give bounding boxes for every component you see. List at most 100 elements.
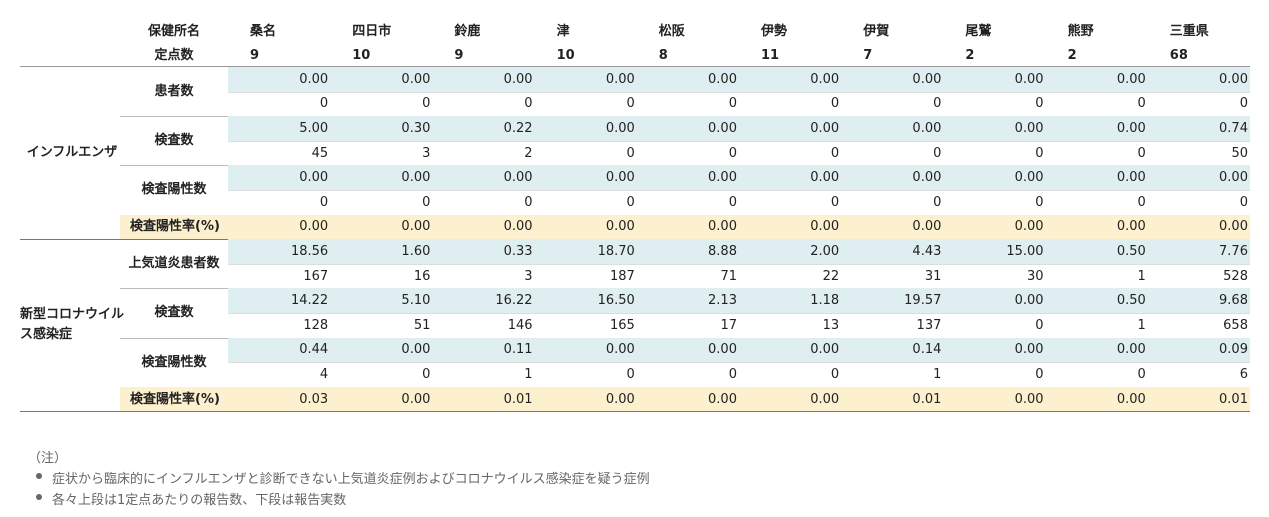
cell-value: 0 [728, 194, 737, 210]
cell-value: 0.01 [1219, 391, 1248, 407]
office-count: 10 [352, 47, 371, 63]
cell-value: 1 [933, 366, 942, 382]
cell-value: 0.00 [401, 170, 431, 186]
cell-value: 0.00 [810, 219, 840, 235]
cell-value: 15.00 [1006, 243, 1044, 259]
cell-value: 0.00 [1116, 342, 1146, 358]
office-name: 伊勢 [761, 23, 788, 39]
header-rule [20, 66, 1250, 67]
cell-value: 0.00 [1116, 71, 1146, 87]
upper-row-bg [228, 165, 1250, 190]
office-name: 四日市 [352, 23, 392, 39]
cell-value: 0.00 [708, 391, 737, 407]
cell-value: 4 [319, 366, 329, 382]
office-name: 鈴鹿 [454, 23, 481, 39]
cell-value: 0.00 [299, 219, 329, 235]
cell-value: 30 [1027, 268, 1044, 284]
cell-value: 0.00 [605, 219, 635, 235]
office-count: 68 [1169, 47, 1188, 63]
cell-value: 0 [1035, 366, 1044, 382]
cell-value: 0 [830, 366, 840, 382]
cell-value: 2 [524, 145, 533, 161]
cell-value: 0 [933, 194, 942, 210]
cell-value: 528 [1223, 268, 1248, 284]
cell-value: 0 [524, 194, 533, 210]
cell-value: 0 [1137, 145, 1146, 161]
cell-value: 0.01 [912, 391, 942, 407]
row-label: 検査数 [154, 305, 194, 321]
cell-value: 0 [1239, 96, 1248, 112]
cell-value: 0.00 [810, 71, 840, 87]
cell-value: 0 [1137, 366, 1146, 382]
office-name: 熊野 [1067, 23, 1094, 39]
cell-value: 0.00 [401, 71, 431, 87]
row-label: 検査陽性率(%) [130, 391, 220, 407]
office-count: 11 [761, 47, 780, 63]
cell-value: 1 [1137, 317, 1146, 333]
upper-row-bg [228, 288, 1250, 313]
upper-row-bg [228, 67, 1250, 92]
cell-value: 0.74 [1219, 120, 1248, 136]
cell-value: 0.00 [605, 120, 635, 136]
cell-value: 0.00 [1219, 219, 1248, 235]
cell-value: 4.43 [912, 243, 942, 259]
cell-value: 0.22 [503, 120, 533, 136]
row-label: 検査陽性数 [141, 182, 207, 198]
row-rule [228, 313, 1250, 314]
cell-value: 0 [319, 194, 329, 210]
cell-value: 2.13 [708, 293, 737, 309]
cell-value: 0.00 [1219, 71, 1248, 87]
cell-value: 3 [422, 145, 431, 161]
office-name: 尾鷲 [965, 23, 992, 39]
cell-value: 0.00 [708, 120, 737, 136]
cell-value: 45 [311, 145, 329, 161]
cell-value: 0.00 [1116, 391, 1146, 407]
cell-value: 0 [626, 194, 635, 210]
cell-value: 0.00 [912, 120, 942, 136]
cell-value: 0.00 [708, 170, 737, 186]
row-label: 検査陽性率(%) [130, 219, 220, 235]
cell-value: 3 [524, 268, 533, 284]
cell-value: 0.00 [810, 120, 840, 136]
cell-value: 0.00 [1014, 293, 1044, 309]
cell-value: 0 [1035, 194, 1044, 210]
cell-value: 0.00 [912, 219, 942, 235]
cell-value: 0.00 [605, 342, 635, 358]
cell-value: 0 [626, 145, 635, 161]
cell-value: 0 [728, 96, 737, 112]
cell-value: 0 [830, 145, 840, 161]
row-rule [228, 140, 1250, 142]
row-label: 患者数 [154, 84, 194, 100]
cell-value: 2.00 [810, 243, 840, 259]
cell-value: 0.00 [810, 391, 840, 407]
upper-row-bg [228, 337, 1250, 363]
office-count: 9 [250, 47, 260, 63]
cell-value: 6 [1239, 366, 1248, 382]
cell-value: 0 [626, 366, 635, 382]
cell-value: 0 [1239, 194, 1248, 210]
cell-value: 17 [720, 317, 737, 333]
office-name: 津 [556, 23, 570, 39]
cell-value: 0 [728, 145, 737, 161]
cell-value: 0 [1137, 96, 1146, 112]
office-count: 9 [454, 47, 464, 63]
cell-value: 0.00 [810, 342, 840, 358]
note-item: 症状から臨床的にインフルエンザと診断できない上気道炎症例およびコロナウイルス感染… [52, 472, 650, 487]
cell-value: 187 [609, 268, 635, 284]
cell-value: 0.00 [605, 391, 635, 407]
cell-value: 0.01 [503, 391, 533, 407]
row-rule [228, 362, 1250, 364]
row-label: 上気道炎患者数 [128, 256, 220, 272]
cell-value: 0.03 [299, 391, 329, 407]
cell-value: 0.09 [1219, 342, 1248, 358]
cell-value: 1 [524, 366, 533, 382]
cell-value: 0.00 [1014, 219, 1044, 235]
office-name: 三重県 [1169, 23, 1209, 39]
cell-value: 0 [1035, 145, 1044, 161]
bullet [36, 494, 42, 500]
cell-value: 31 [924, 268, 942, 284]
row-label: 検査陽性数 [141, 354, 207, 370]
cell-value: 0.00 [401, 391, 431, 407]
cell-value: 0 [830, 96, 840, 112]
cell-value: 18.70 [597, 243, 635, 259]
